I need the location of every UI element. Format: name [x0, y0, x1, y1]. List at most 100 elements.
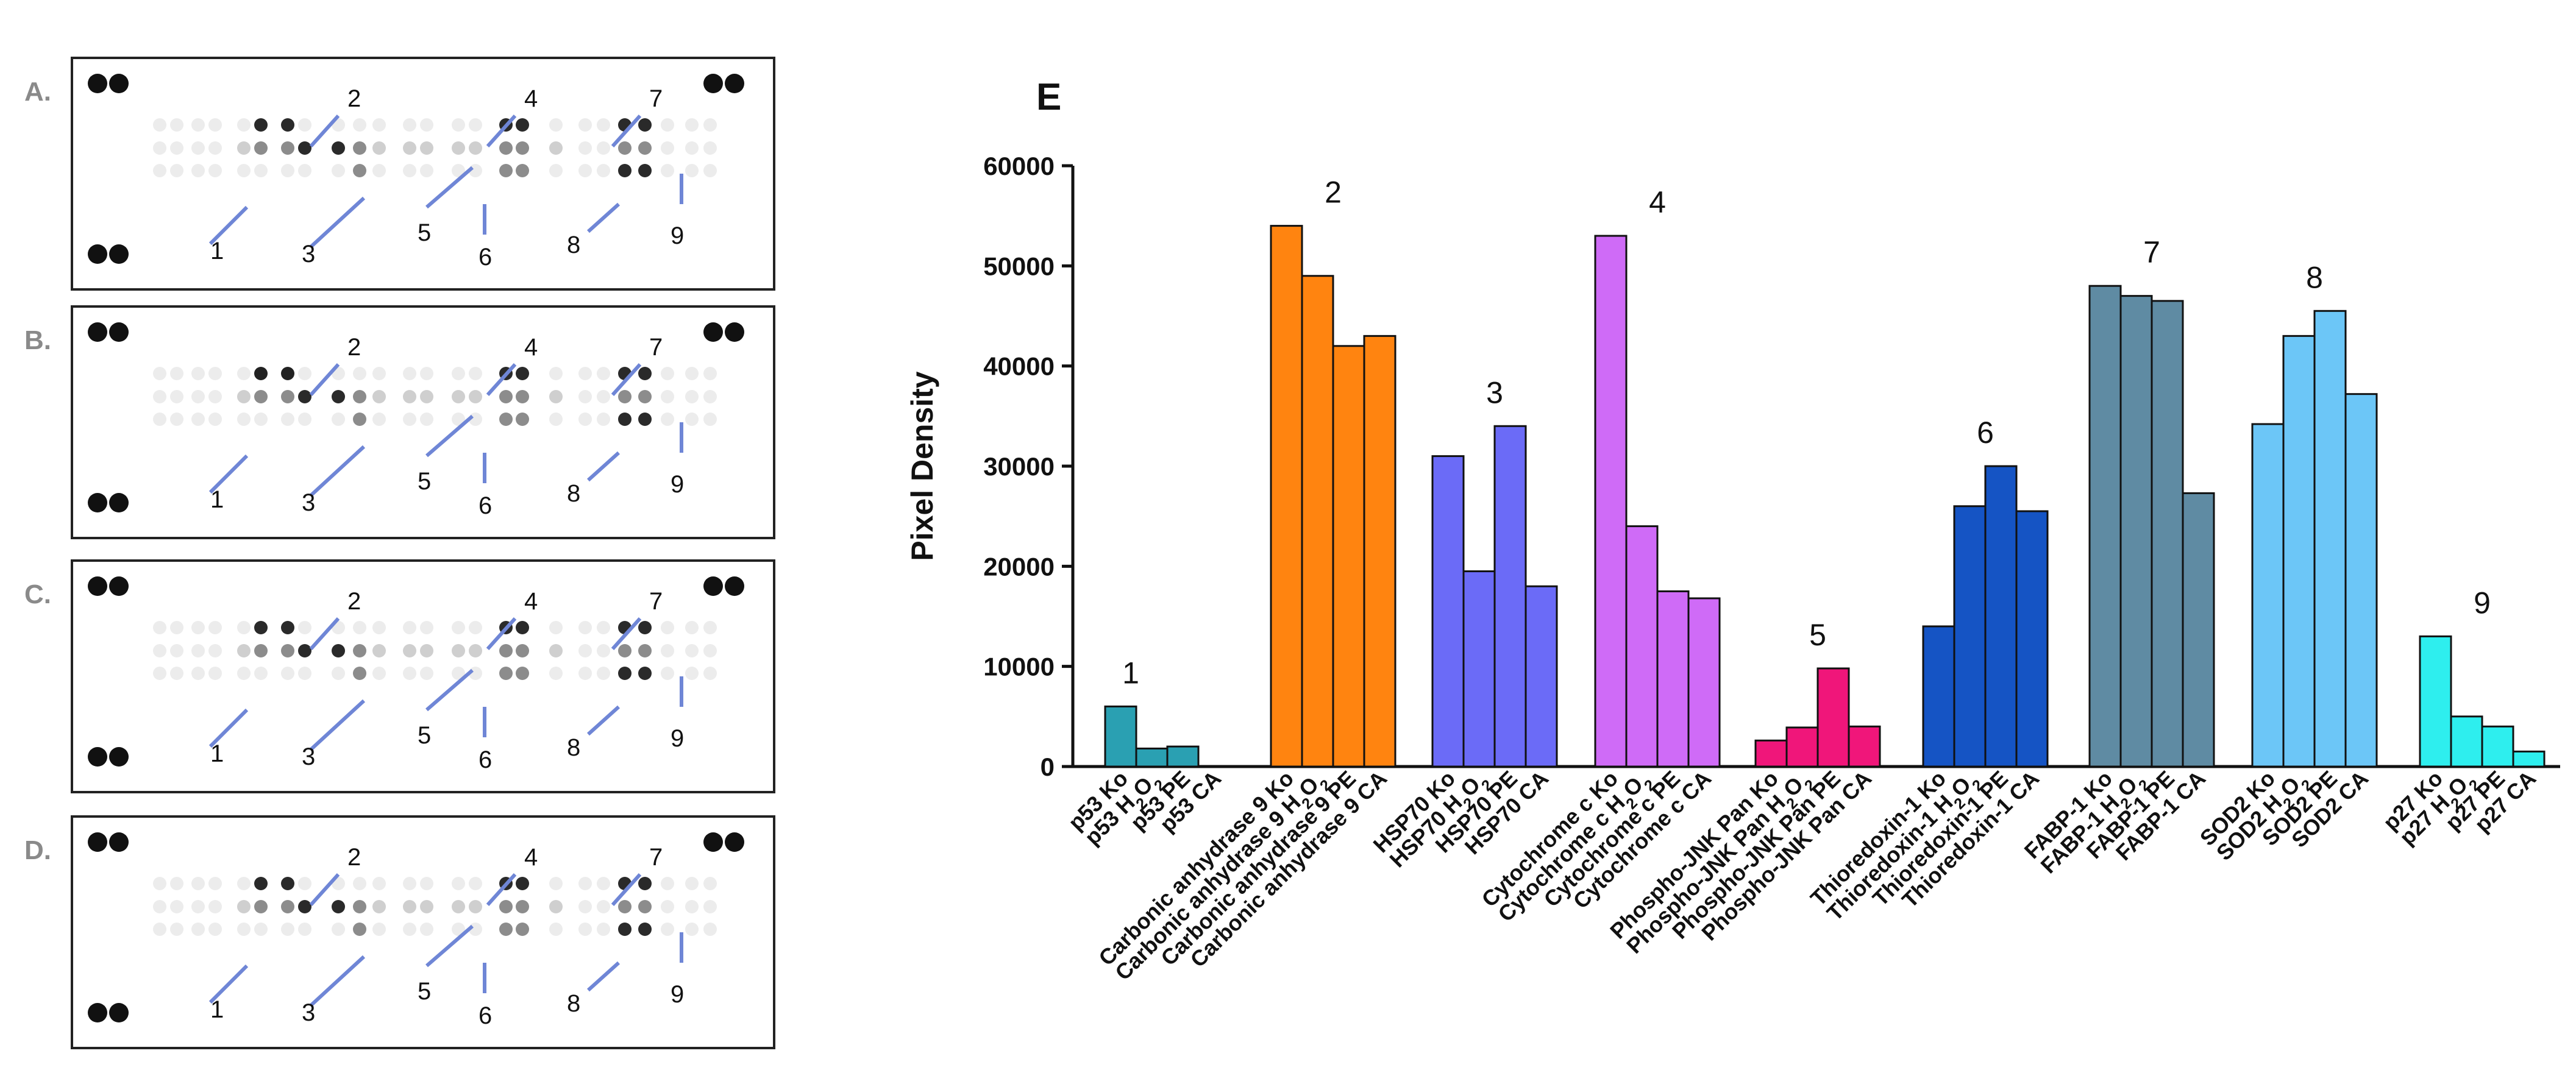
array-spot	[254, 118, 268, 132]
array-spot	[237, 667, 251, 680]
array-spot	[372, 390, 386, 403]
bar	[1984, 465, 2018, 768]
blot-marker-line	[309, 114, 340, 148]
array-spot	[578, 164, 592, 177]
bar	[1785, 726, 1819, 768]
blot-marker-number: 5	[418, 468, 431, 495]
array-spot	[661, 367, 674, 380]
array-spot	[420, 667, 433, 680]
array-spot	[597, 390, 610, 403]
array-spot	[661, 877, 674, 890]
array-spot	[281, 877, 294, 890]
blot-marker-line	[486, 363, 517, 397]
array-spot	[298, 367, 311, 380]
panel-label: A.	[24, 77, 51, 107]
array-spot	[353, 877, 366, 890]
bar-chart: 0 10000 20000 30000 40000 50000 60000 Pixel Den…	[905, 152, 2560, 990]
blot-marker-line	[309, 699, 366, 751]
array-spot	[254, 621, 268, 634]
array-spot	[618, 667, 632, 680]
array-spot	[452, 413, 465, 426]
array-spot	[638, 877, 652, 890]
reference-spot	[725, 74, 744, 93]
bar	[1166, 745, 1200, 768]
array-spot	[469, 644, 482, 657]
array-spot	[372, 413, 386, 426]
array-spot	[353, 413, 366, 426]
array-spot	[191, 877, 205, 890]
array-spot	[191, 118, 205, 132]
array-spot	[237, 413, 251, 426]
blot-marker-number: 9	[671, 471, 684, 498]
array-spot	[403, 367, 416, 380]
array-spot	[549, 900, 563, 913]
bar	[1848, 725, 1881, 768]
array-spot	[153, 413, 166, 426]
array-spot	[516, 413, 529, 426]
array-spot	[452, 164, 465, 177]
array-spot	[353, 141, 366, 155]
array-spot	[208, 141, 222, 155]
array-spot	[578, 621, 592, 634]
array-spot	[298, 164, 311, 177]
array-spot	[469, 900, 482, 913]
array-spot	[703, 390, 717, 403]
array-spot	[420, 413, 433, 426]
array-spot	[208, 667, 222, 680]
array-spot	[332, 141, 345, 155]
blot-marker-number: 2	[347, 844, 361, 871]
array-spot	[191, 644, 205, 657]
array-spot	[638, 390, 652, 403]
blot-marker-number: 3	[302, 241, 315, 267]
reference-spot	[109, 493, 129, 512]
array-spot	[661, 900, 674, 913]
array-spot	[403, 621, 416, 634]
array-spot	[516, 644, 529, 657]
blot-marker-number: 4	[524, 844, 538, 871]
array-spot	[661, 164, 674, 177]
array-spot	[685, 164, 699, 177]
array-spot	[153, 667, 166, 680]
array-spot	[516, 667, 529, 680]
array-spot	[237, 877, 251, 890]
reference-spot	[109, 747, 129, 767]
array-spot	[638, 141, 652, 155]
blot-marker-number: 1	[210, 740, 224, 767]
array-spot	[237, 900, 251, 913]
panel-label: D.	[24, 835, 51, 865]
blot-marker-line	[586, 705, 621, 736]
array-spot	[353, 367, 366, 380]
blot-marker-number: 4	[524, 588, 538, 615]
blot-marker-number: 6	[479, 746, 492, 773]
bar	[1493, 425, 1527, 768]
array-spot	[372, 923, 386, 936]
bar	[1135, 747, 1169, 768]
array-spot	[153, 644, 166, 657]
blot-marker-line	[425, 668, 474, 712]
reference-spot	[109, 576, 129, 596]
array-spot	[549, 118, 563, 132]
blot-marker-line	[425, 414, 474, 458]
array-spot	[703, 621, 717, 634]
bar	[2251, 423, 2285, 768]
array-spot	[281, 923, 294, 936]
array-spot	[153, 923, 166, 936]
bar	[1525, 585, 1558, 768]
array-spot	[372, 164, 386, 177]
array-spot	[170, 621, 183, 634]
array-spot	[452, 923, 465, 936]
blot-marker-line	[208, 454, 249, 494]
array-spot	[170, 413, 183, 426]
blot-marker-number: 2	[347, 85, 361, 112]
blot-marker-number: 8	[567, 990, 580, 1017]
reference-spot	[88, 322, 107, 342]
blot-marker-line	[611, 873, 642, 907]
blot-marker-number: 5	[418, 978, 431, 1005]
array-spot	[353, 923, 366, 936]
array-spot	[685, 667, 699, 680]
blot-marker-line	[486, 114, 517, 148]
blot-marker-number: 3	[302, 999, 315, 1026]
array-spot	[661, 141, 674, 155]
blot-panels: A. 1 2 3 4 5 6 7 8 9 B. 1 2 3 4 5 6 7 8 9 C. 1 2 3 4 5 6 7 8 9 D. 1 2 3 4 5…	[24, 57, 775, 1049]
